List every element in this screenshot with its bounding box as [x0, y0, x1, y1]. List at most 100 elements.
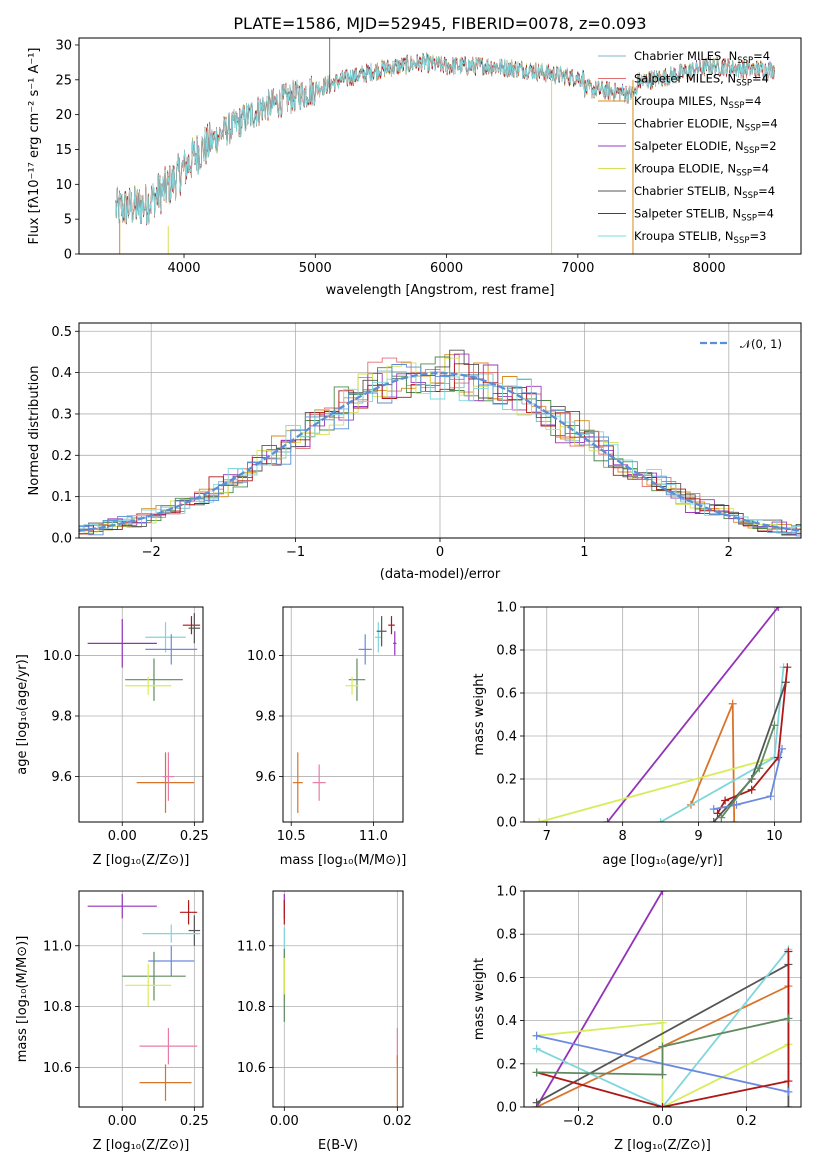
weight-marker [658, 1018, 667, 1027]
weight-marker [709, 818, 718, 822]
weight-marker [778, 744, 787, 753]
weight-marker [658, 891, 667, 895]
legend-subscript: SSP [736, 79, 752, 89]
y-tick-label: 0.4 [496, 730, 517, 745]
age_vs_Z-axes [79, 607, 203, 822]
x-axis-label: Z [log₁₀(Z/Z⊙)] [614, 1138, 711, 1153]
x-tick-label: 11.0 [359, 829, 388, 844]
y-tick-label: 9.8 [51, 710, 72, 725]
y-tick-label: 9.8 [255, 710, 276, 725]
weight_vs_Z-frame: −0.2 0.0 0.2 0.0 0.2 0.4 0.6 0.8 1.0 Z [log₁₀(Z/Z… [472, 885, 802, 1153]
x-axis-label: E(B-V) [318, 1138, 358, 1153]
weight-marker [784, 1103, 793, 1107]
legend-entry: Salpeter ELODIE, NSSP=2 [634, 139, 777, 156]
legend-suffix: =4 [744, 94, 761, 108]
legend-text: Salpeter MILES, N [634, 72, 736, 86]
x-tick-label: 2 [725, 545, 733, 560]
y-tick-label: 30 [55, 38, 72, 53]
x-tick-label: 0.25 [180, 1114, 209, 1129]
axes-frame [78, 890, 204, 1108]
weight-marker [755, 764, 764, 773]
weight-series [536, 1017, 789, 1076]
x-tick-label: 1 [580, 545, 588, 560]
y-tick-label: 1.0 [496, 885, 517, 900]
weight_vs_age-frame: 7 8 9 10 0.0 0.2 0.4 0.6 0.8 1.0 age [log₁₀(age/yr… [472, 601, 802, 868]
x-tick-label: 0 [436, 545, 444, 560]
x-tick-label: 4000 [167, 261, 200, 276]
mass_vs_EBV-frame: 0.00 0.02 10.6 10.8 11.0 E(B-V) [237, 890, 412, 1153]
legend-text: Kroupa STELIB, N [634, 229, 734, 243]
weight-series [713, 748, 783, 810]
gaussian-curve [79, 371, 801, 532]
x-tick-label: 5000 [299, 261, 332, 276]
y-axis-label: age [log₁₀(age/yr)] [15, 654, 30, 775]
y-tick-label: 9.6 [51, 770, 72, 785]
weight-marker [709, 805, 718, 814]
legend-suffix: =4 [761, 117, 778, 131]
legend-suffix: =4 [758, 184, 775, 198]
legend-suffix: =2 [760, 139, 777, 153]
weight_vs_age-plot [535, 607, 792, 822]
y-tick-label: 0.1 [51, 490, 72, 505]
x-tick-label: −2 [142, 545, 161, 560]
spectrum-frame: 4000 5000 6000 7000 8000 0 5 10 15 20 25 30 waveleng… [27, 37, 802, 298]
weight-series [660, 667, 785, 822]
legend-subscript: SSP [737, 56, 753, 66]
legend-suffix: =3 [749, 229, 766, 243]
y-tick-label: 1.0 [496, 601, 517, 616]
legend-text: Kroupa ELODIE, N [634, 162, 736, 176]
y-tick-label: 0.2 [51, 449, 72, 464]
x-tick-label: 0.02 [383, 1114, 412, 1129]
mass_vs_EBV-plot [283, 894, 398, 1107]
y-tick-label: 0.3 [51, 407, 72, 422]
weight-marker [658, 1042, 667, 1051]
axes-frame [272, 890, 404, 1108]
y-tick-label: 0.2 [496, 773, 517, 788]
x-tick-label: 7000 [561, 261, 594, 276]
legend-entry: Chabrier MILES, NSSP=4 [634, 49, 770, 66]
y-tick-label: 0.4 [496, 1014, 517, 1029]
mass_vs_Z-frame: 0.00 0.25 10.6 10.8 11.0 Z [log₁₀(Z/Z⊙)] mass … [15, 890, 209, 1153]
legend-suffix: =4 [752, 72, 769, 86]
legend-entry: Kroupa ELODIE, NSSP=4 [634, 162, 769, 179]
y-tick-label: 20 [55, 108, 72, 123]
x-tick-label: −0.2 [563, 1114, 595, 1129]
weight-marker [774, 753, 783, 762]
weight_vs_Z-plot [532, 891, 793, 1107]
weight-marker [774, 607, 783, 611]
legend-entry: Kroupa MILES, NSSP=4 [634, 94, 761, 111]
histogram-series [79, 363, 801, 535]
spectrum-series [115, 52, 776, 225]
weight-marker [656, 818, 665, 822]
y-axis-label: Normed distribution [27, 366, 42, 496]
age_vs_Z-plot [87, 613, 201, 813]
y-axis-label: mass [log₁₀(M/M⊙)] [15, 936, 30, 1063]
axes-frame [78, 606, 204, 823]
weight-marker [658, 1103, 667, 1107]
legend-text: Kroupa MILES, N [634, 94, 729, 108]
mass_vs_EBV-axes [273, 891, 403, 1107]
histogram-series [79, 376, 801, 534]
y-tick-label: 11.0 [237, 939, 266, 954]
y-tick-label: 0.8 [496, 928, 517, 943]
age_vs_mass-plot [292, 616, 397, 813]
legend-text: Chabrier MILES, N [634, 49, 737, 63]
y-tick-label: 15 [55, 143, 72, 158]
x-tick-label: 8 [619, 829, 627, 844]
x-tick-label: 8000 [693, 261, 726, 276]
legend-subscript: SSP [745, 124, 761, 134]
x-tick-label: 7 [543, 829, 551, 844]
legend-subscript: SSP [742, 191, 758, 201]
y-tick-label: 10.0 [43, 649, 72, 664]
y-tick-label: 11.0 [43, 939, 72, 954]
x-tick-label: 0.00 [270, 1114, 299, 1129]
weight-marker [713, 809, 722, 818]
legend-text: Chabrier STELIB, N [634, 184, 742, 198]
age_vs_mass-axes [283, 607, 403, 822]
y-tick-label: 0.6 [496, 687, 517, 702]
weight-marker [532, 1098, 541, 1107]
legend-text: Chabrier ELODIE, N [634, 117, 745, 131]
residuals-plot [79, 349, 801, 537]
residuals-frame: −2 −1 0 1 2 0.0 0.1 0.2 0.3 0.4 0.5 (data-model)/er… [27, 322, 802, 582]
y-tick-label: 0.2 [496, 1057, 517, 1072]
